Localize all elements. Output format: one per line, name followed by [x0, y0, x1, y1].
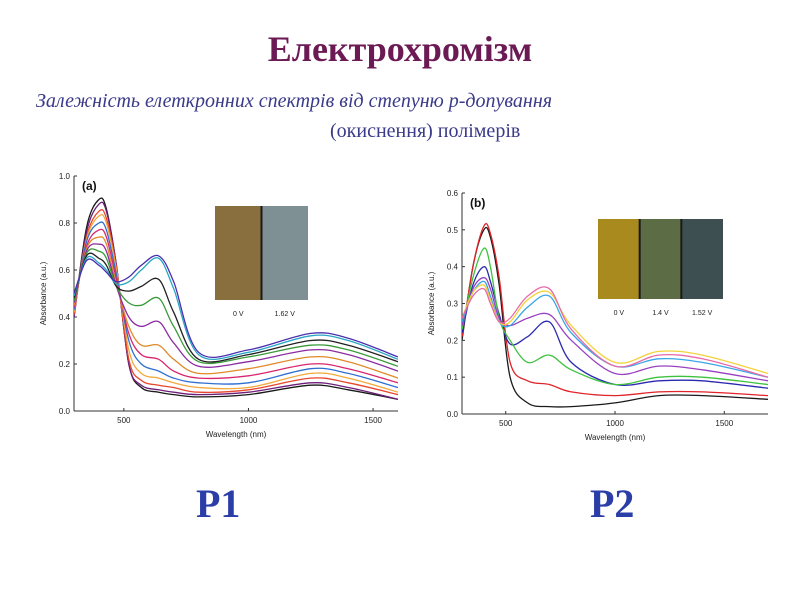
series-line-7	[74, 236, 398, 379]
series-line-12	[74, 254, 398, 358]
x-tick-label: 500	[499, 419, 513, 428]
series-line-2	[462, 223, 768, 397]
series-line-10	[74, 252, 398, 363]
swatch-label: 0 V	[233, 311, 244, 318]
page-title: Електрохромізм	[267, 29, 533, 69]
series-line-4	[462, 247, 768, 386]
y-tick-label: 0.1	[447, 373, 459, 382]
series-line-6	[462, 280, 768, 378]
series-line-3	[74, 208, 398, 396]
y-axis-label: Absorbance (a.u.)	[427, 271, 436, 335]
inset-photo: 0 V 1.4 V 1.52 V	[598, 219, 723, 317]
x-axis-label: Wavelength (nm)	[206, 430, 267, 439]
swatch-label: 1.62 V	[275, 311, 296, 318]
series-line-11	[74, 255, 398, 360]
inset-swatch	[598, 219, 640, 299]
y-tick-label: 0.0	[59, 407, 71, 416]
swatch-label: 1.4 V	[652, 310, 669, 317]
y-axis-label: Absorbance (a.u.)	[39, 261, 48, 325]
inset-swatch	[639, 219, 682, 299]
series-line-4	[74, 213, 398, 393]
inset-swatch	[681, 219, 723, 299]
x-tick-label: 1500	[364, 416, 382, 425]
y-tick-label: 0.5	[447, 226, 459, 235]
x-tick-label: 1500	[715, 419, 733, 428]
y-tick-label: 0.6	[447, 189, 459, 198]
series-line-3	[462, 266, 768, 389]
y-tick-label: 1.0	[59, 172, 71, 181]
panel-label: (b)	[470, 196, 485, 210]
series-line-8	[462, 286, 768, 378]
series-line-9	[74, 248, 398, 367]
inset-photo: 0 V 1.62 V	[215, 206, 308, 318]
inset-swatch	[261, 206, 308, 300]
series-line-1	[74, 197, 398, 400]
series-line-5	[462, 277, 768, 382]
y-tick-label: 0.3	[447, 300, 459, 309]
series-line-5	[74, 221, 398, 389]
series-group	[74, 197, 398, 400]
chart-panel-b: 0.0 0.1 0.2 0.3 0.4 0.5 0.6 500 1000 1500 Waveleng…	[427, 189, 768, 442]
series-line-6	[74, 228, 398, 384]
y-tick-label: 0.4	[59, 313, 71, 322]
x-tick-label: 1000	[606, 419, 624, 428]
y-tick-label: 0.2	[59, 360, 71, 369]
x-tick-label: 500	[117, 416, 131, 425]
y-tick-label: 0.2	[447, 336, 459, 345]
x-axis-label: Wavelength (nm)	[585, 433, 646, 442]
swatch-label: 0 V	[614, 310, 625, 317]
inset-swatch	[215, 206, 262, 300]
y-tick-label: 0.0	[447, 410, 459, 419]
x-tick-label: 1000	[240, 416, 258, 425]
series-line-1	[462, 226, 768, 408]
y-tick-label: 0.4	[447, 263, 459, 272]
polymer-label-p1: P1	[196, 481, 241, 526]
polymer-label-p2: P2	[590, 481, 635, 526]
panel-label: (a)	[82, 179, 97, 193]
y-tick-label: 0.6	[59, 266, 71, 275]
swatch-label: 1.52 V	[692, 310, 713, 317]
y-tick-label: 0.8	[59, 219, 71, 228]
subtitle-line-1: Залежність елеткронних спектрів від степ…	[36, 90, 553, 112]
series-line-8	[74, 243, 398, 372]
chart-panel-a: 0.0 0.2 0.4 0.6 0.8 1.0 500 1000 1500 Wavelength …	[39, 172, 398, 439]
series-line-7	[462, 284, 768, 375]
series-line-2	[74, 201, 398, 400]
subtitle-line-2: (окиснення) полімерів	[330, 120, 521, 142]
series-group	[462, 223, 768, 408]
